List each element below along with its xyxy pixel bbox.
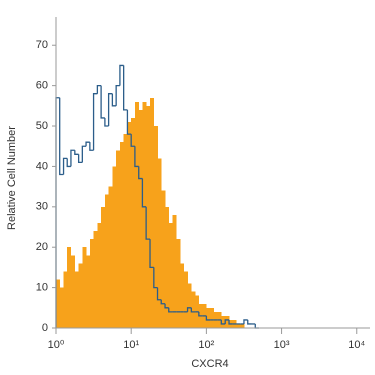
histogram-outline [104, 117, 109, 127]
histogram-bar [142, 101, 147, 328]
histogram-outline [168, 307, 173, 313]
y-tick-label: 20 [36, 241, 48, 253]
histogram-bar [138, 109, 143, 328]
histogram-outline [85, 141, 90, 147]
histogram-outline [247, 319, 252, 325]
histogram-bar [240, 323, 245, 328]
histogram-outline [81, 145, 87, 163]
histogram-outline [126, 109, 132, 135]
x-tick-label: 10⁰ [48, 339, 65, 351]
histogram-bar [123, 134, 128, 328]
histogram-outline [198, 311, 203, 317]
histogram-outline [141, 178, 147, 208]
histogram-outline [77, 154, 83, 164]
histogram-outline [153, 267, 158, 289]
histogram-bar [82, 247, 87, 328]
histogram-outline [100, 85, 105, 119]
histogram-bar [93, 231, 98, 328]
histogram-outline [62, 157, 68, 175]
histogram-outline [134, 146, 139, 168]
histogram-outline [243, 319, 248, 324]
histogram-bar [112, 166, 117, 328]
histogram-outline [160, 299, 166, 305]
histogram-bar [104, 194, 109, 328]
histogram-outline [96, 84, 102, 94]
histogram-outline [186, 307, 192, 312]
histogram-outline [145, 206, 151, 240]
x-tick-label: 10⁴ [348, 339, 365, 351]
y-tick-label: 50 [36, 120, 48, 132]
histogram-outline [89, 142, 94, 151]
x-tick-label: 10¹ [123, 339, 139, 351]
y-axis-label: Relative Cell Number [6, 126, 18, 230]
histogram-bar [74, 271, 79, 328]
y-tick-label: 60 [36, 80, 48, 92]
histogram-bar [101, 206, 106, 328]
histogram-bar [78, 263, 83, 328]
histogram-outline [119, 64, 124, 86]
histogram-outline [149, 239, 154, 269]
histogram-bar [146, 105, 151, 328]
histogram-outline [59, 97, 64, 176]
x-tick-label: 10² [198, 339, 214, 351]
histogram-bar [97, 222, 102, 328]
histogram-bar [59, 287, 64, 328]
histogram-bar [180, 263, 185, 328]
histogram-outline [228, 319, 233, 325]
y-tick-label: 0 [42, 322, 48, 334]
histogram-outline [138, 166, 143, 180]
histogram-outline [107, 93, 113, 127]
histogram-bar [63, 271, 68, 328]
histogram-bar [210, 307, 215, 328]
histogram-outline [156, 287, 162, 301]
histogram-outline [190, 307, 196, 313]
y-tick-label: 40 [36, 160, 48, 172]
histogram-bar [56, 279, 61, 328]
histogram-bar [191, 291, 196, 328]
histogram-outline [224, 319, 230, 324]
histogram-bar [116, 150, 121, 328]
histogram-bar [134, 101, 140, 328]
histogram-bar [168, 222, 173, 328]
histogram-bar [153, 126, 158, 329]
histogram-bar [108, 186, 113, 328]
histogram-bar [236, 323, 241, 328]
histogram-bar [176, 239, 181, 328]
histogram-outline [205, 315, 211, 321]
histogram-bar [225, 315, 230, 328]
histogram-bar [70, 255, 76, 328]
histogram-outline [220, 319, 226, 325]
histogram-bar [206, 307, 211, 328]
histogram-outline [92, 93, 98, 151]
histogram-bar [131, 117, 136, 329]
histogram-outline [111, 93, 117, 107]
histogram-bar [86, 255, 91, 328]
histogram-outline [130, 134, 135, 147]
histogram-bar [127, 121, 132, 328]
histogram-outline [115, 84, 120, 106]
histogram-bar [183, 271, 188, 328]
x-tick-label: 10³ [274, 339, 290, 351]
histogram-bar [89, 239, 94, 328]
histogram-bar [165, 206, 170, 328]
histogram-bar [67, 247, 72, 328]
histogram-outline [123, 65, 128, 111]
histogram-outline [74, 150, 79, 155]
histogram-bar [161, 190, 166, 328]
histogram-bar [119, 142, 124, 328]
histogram-outline [66, 158, 71, 168]
y-tick-label: 10 [36, 282, 48, 294]
histogram-outline [70, 149, 75, 167]
histogram-outline [254, 323, 260, 329]
x-axis-label: CXCR4 [191, 358, 228, 370]
histogram-bar [221, 315, 226, 328]
y-tick-label: 30 [36, 201, 48, 213]
histogram-bar [172, 214, 177, 328]
histogram-bar [187, 283, 192, 328]
y-tick-label: 70 [36, 39, 48, 51]
histogram-outline [164, 303, 169, 309]
histogram-bar [150, 97, 155, 328]
histogram-bar [157, 158, 162, 328]
